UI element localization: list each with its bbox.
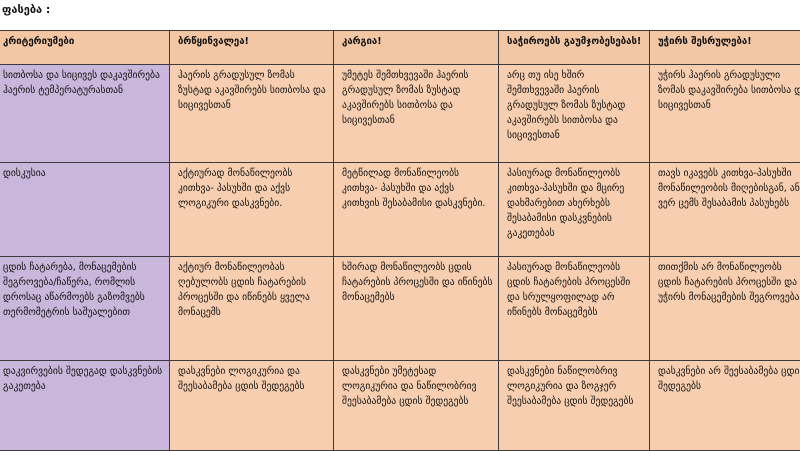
rubric-cell: მეტწილად მონაწილეობს კითხვა- პასუხში და … (334, 163, 499, 257)
rubric-cell: დასკვნები უმეტესად ლოგიკურია და ნაწილობრ… (334, 361, 499, 451)
rubric-cell: ჰაერის გრადუსულ ზომას ზუსტად აკავშირებს … (170, 65, 334, 163)
rubric-cell: უჭირს ჰაერის გრადუსული ზომას დაკავშირება… (650, 65, 800, 163)
criterion-cell: ცდის ჩატარება, მონაცემების შეგროვება/ჩაწ… (0, 257, 170, 361)
rubric-cell: ხშირად მონაწილეობს ცდის ჩატარების პროცეს… (334, 257, 499, 361)
criterion-cell: სითბოსა და სიცივეს დაკავშირება ჰაერის ტე… (0, 65, 170, 163)
rubric-cell: აქტიურად მონაწილეობს კითხვა- პასუხში და … (170, 163, 334, 257)
header-excellent: ბრწყინვალეა! (170, 31, 334, 65)
table-row: დაკვირვების შედეგად დასკვნების გაკეთება … (0, 361, 800, 451)
rubric-cell: პასიურად მონაწილეობს ცდის ჩატარების პროც… (499, 257, 650, 361)
rubric-cell: არც თუ ისე ხშირ შემთხვევაში ჰაერის გრადუ… (499, 65, 650, 163)
header-struggles: უჭირს შესრულება! (650, 31, 800, 65)
rubric-cell: დასკვნები ნაწილობრივ ლოგიკურია და ზოგჯერ… (499, 361, 650, 451)
rubric-cell: აქტიურ მონაწილეობას ღებულობს ცდის ჩატარე… (170, 257, 334, 361)
rubric-cell: დასკვნები ლოგიკურია და შეესაბამება ცდის … (170, 361, 334, 451)
table-row: სითბოსა და სიცივეს დაკავშირება ჰაერის ტე… (0, 65, 800, 163)
rubric-cell: პასიურად მონაწილეობს კითხვა-პასუხში და მ… (499, 163, 650, 257)
criterion-cell: დისკუსია (0, 163, 170, 257)
table-row: დისკუსია აქტიურად მონაწილეობს კითხვა- პა… (0, 163, 800, 257)
header-criteria: კრიტერიუმები (0, 31, 170, 65)
header-good: კარგია! (334, 31, 499, 65)
rubric-cell: თავს იკავებს კითხვა-პასუხში მონაწილეობის… (650, 163, 800, 257)
page-caption: ფასება : (0, 0, 50, 20)
rubric-cell: უმეტეს შემთხვევაში ჰაერის გრადუსულ ზომას… (334, 65, 499, 163)
criterion-cell: დაკვირვების შედეგად დასკვნების გაკეთება (0, 361, 170, 451)
rubric-cell: დასკვნები არ შეესაბამება ცდის შედეგებს (650, 361, 800, 451)
table-header-row: კრიტერიუმები ბრწყინვალეა! კარგია! საჭირო… (0, 31, 800, 65)
header-needs-improvement: საჭიროებს გაუმჯობესებას! (499, 31, 650, 65)
rubric-cell: თითქმის არ მონაწილეობს ცდის ჩატარების პრ… (650, 257, 800, 361)
table-row: ცდის ჩატარება, მონაცემების შეგროვება/ჩაწ… (0, 257, 800, 361)
rubric-table: კრიტერიუმები ბრწყინვალეა! კარგია! საჭირო… (0, 30, 800, 451)
